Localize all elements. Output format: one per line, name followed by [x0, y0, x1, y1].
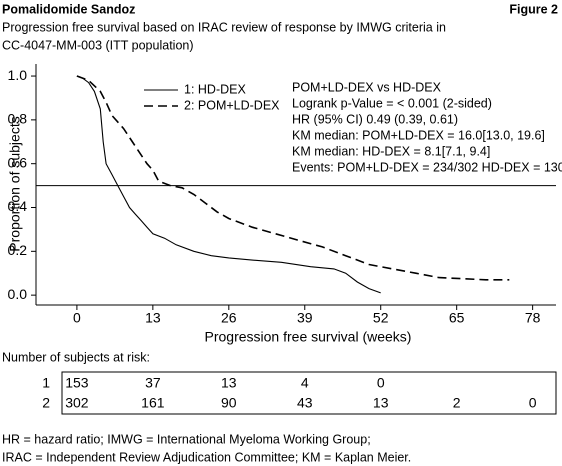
risk-table-title: Number of subjects at risk:: [2, 350, 150, 364]
risk-count: 13: [373, 395, 389, 411]
legend-label: 2: POM+LD-DEX: [184, 98, 280, 112]
risk-count: 0: [529, 395, 537, 411]
risk-count: 4: [301, 375, 309, 391]
x-tick-label: 13: [145, 310, 161, 326]
annotation: Logrank p-Value = < 0.001 (2-sided): [292, 96, 492, 110]
x-tick-label: 52: [373, 310, 389, 326]
legend-label: 1: HD-DEX: [184, 82, 246, 96]
annotation: KM median: POM+LD-DEX = 16.0[13.0, 19.6]: [292, 128, 545, 142]
risk-count: 43: [297, 395, 313, 411]
risk-count: 2: [453, 395, 461, 411]
footnote: IRAC = Independent Review Adjudication C…: [2, 450, 411, 464]
annotation: Events: POM+LD-DEX = 234/302 HD-DEX = 13…: [292, 160, 562, 174]
risk-table-box: [61, 371, 557, 415]
x-tick-label: 78: [525, 310, 541, 326]
x-axis-label: Progression free survival (weeks): [205, 329, 412, 345]
x-tick-label: 65: [449, 310, 465, 326]
y-tick-label: 0.4: [8, 198, 28, 214]
chart-title: Progression free survival based on IRAC …: [2, 20, 446, 34]
figure-label: Figure 2: [509, 2, 558, 16]
risk-count: 90: [221, 395, 237, 411]
y-tick-label: 0.0: [8, 286, 28, 302]
risk-count: 161: [141, 395, 165, 411]
x-tick-label: 39: [297, 310, 313, 326]
km-curve: [76, 75, 381, 294]
footnote: HR = hazard ratio; IMWG = International …: [2, 432, 371, 446]
risk-count: 153: [65, 375, 89, 391]
header: Pomalidomide Sandoz: [2, 2, 135, 16]
annotation: POM+LD-DEX vs HD-DEX: [292, 80, 442, 94]
y-tick-label: 0.8: [8, 111, 28, 127]
risk-count: 37: [145, 375, 161, 391]
risk-count: 0: [377, 375, 385, 391]
x-tick-label: 26: [221, 310, 237, 326]
x-tick-label: 0: [73, 310, 81, 326]
y-axis-label: Proportion of subjects: [7, 116, 23, 251]
y-tick-label: 1.0: [8, 67, 28, 83]
risk-row-label: 2: [42, 395, 50, 411]
y-tick-label: 0.2: [8, 242, 28, 258]
risk-row-label: 1: [42, 375, 50, 391]
y-tick-label: 0.6: [8, 154, 28, 170]
km-curve: [76, 75, 510, 281]
risk-count: 13: [221, 375, 237, 391]
annotation: KM median: HD-DEX = 8.1[7.1, 9.4]: [292, 144, 490, 158]
risk-count: 302: [65, 395, 89, 411]
chart-title: CC-4047-MM-003 (ITT population): [2, 38, 194, 52]
annotation: HR (95% CI) 0.49 (0.39, 0.61): [292, 112, 458, 126]
